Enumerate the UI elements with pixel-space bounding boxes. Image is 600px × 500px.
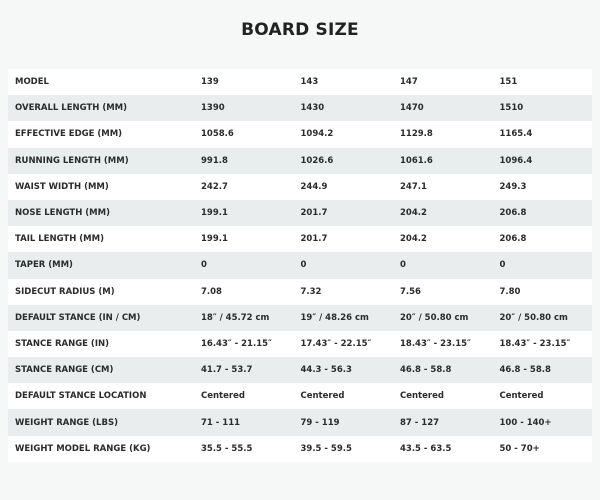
- cell: 1430: [293, 95, 393, 122]
- row-label: TAIL LENGTH (MM): [8, 226, 194, 253]
- table-row: DEFAULT STANCE (IN / CM) 18″ / 45.72 cm 19…: [8, 304, 592, 331]
- cell: 147: [393, 69, 493, 96]
- table-row: TAIL LENGTH (MM) 199.1 201.7 204.2 206.8: [8, 226, 592, 253]
- cell: 7.32: [293, 278, 393, 305]
- cell: 7.56: [393, 278, 493, 305]
- cell: 0: [194, 252, 294, 279]
- row-label: OVERALL LENGTH (MM): [8, 95, 194, 122]
- cell: 1470: [393, 95, 493, 122]
- cell: 242.7: [194, 173, 294, 200]
- cell: 1061.6: [393, 147, 493, 174]
- cell: 41.7 - 53.7: [194, 357, 294, 384]
- cell: 43.5 - 63.5: [393, 435, 493, 462]
- table-row: WEIGHT RANGE (LBS) 71 - 111 79 - 119 87 - 1…: [8, 409, 592, 436]
- row-label: MODEL: [8, 69, 194, 96]
- cell: 39.5 - 59.5: [293, 435, 393, 462]
- row-label: DEFAULT STANCE LOCATION: [8, 383, 194, 410]
- cell: 16.43″ - 21.15″: [194, 330, 294, 358]
- table-row: TAPER (MM) 0 0 0 0: [8, 252, 592, 279]
- cell: 0: [293, 252, 393, 279]
- cell: 151: [492, 69, 592, 96]
- row-label: STANCE RANGE (IN): [8, 330, 194, 358]
- cell: Centered: [393, 383, 493, 410]
- row-label: RUNNING LENGTH (MM): [8, 147, 194, 174]
- cell: 1096.4: [492, 147, 592, 174]
- table-row: EFFECTIVE EDGE (MM) 1058.6 1094.2 1129.8 116…: [8, 121, 592, 148]
- cell: 20″ / 50.80 cm: [393, 304, 493, 331]
- cell: 71 - 111: [194, 409, 294, 436]
- cell: Centered: [293, 383, 393, 410]
- table-row: RUNNING LENGTH (MM) 991.8 1026.6 1061.6 1096…: [8, 147, 592, 174]
- cell: 44.3 - 56.3: [293, 357, 393, 384]
- cell: 7.80: [492, 278, 592, 305]
- cell: 991.8: [194, 147, 294, 174]
- cell: 17.43″ - 22.15″: [293, 330, 393, 358]
- cell: 247.1: [393, 173, 493, 200]
- cell: 199.1: [194, 199, 294, 227]
- cell: 249.3: [492, 173, 592, 200]
- cell: 1094.2: [293, 121, 393, 148]
- cell: 206.8: [492, 199, 592, 227]
- cell: Centered: [194, 383, 294, 410]
- cell: 46.8 - 58.8: [492, 357, 592, 384]
- cell: Centered: [492, 383, 592, 410]
- table-row: MODEL 139 143 147 151: [8, 69, 592, 96]
- table-row: WEIGHT MODEL RANGE (KG) 35.5 - 55.5 39.5 -…: [8, 435, 592, 462]
- row-label: WAIST WIDTH (MM): [8, 173, 194, 200]
- cell: 201.7: [293, 226, 393, 253]
- row-label: EFFECTIVE EDGE (MM): [8, 121, 194, 148]
- cell: 204.2: [393, 199, 493, 227]
- table-body: MODEL 139 143 147 151 OVERALL LENGTH (MM) 1390…: [8, 69, 592, 462]
- cell: 79 - 119: [293, 409, 393, 436]
- cell: 7.08: [194, 278, 294, 305]
- row-label: WEIGHT MODEL RANGE (KG): [8, 435, 194, 462]
- cell: 201.7: [293, 199, 393, 227]
- cell: 1026.6: [293, 147, 393, 174]
- cell: 206.8: [492, 226, 592, 253]
- cell: 0: [492, 252, 592, 279]
- table-row: WAIST WIDTH (MM) 242.7 244.9 247.1 249.3: [8, 173, 592, 200]
- row-label: STANCE RANGE (CM): [8, 357, 194, 384]
- cell: 139: [194, 69, 294, 96]
- cell: 204.2: [393, 226, 493, 253]
- cell: 1165.4: [492, 121, 592, 148]
- cell: 50 - 70+: [492, 435, 592, 462]
- cell: 20″ / 50.80 cm: [492, 304, 592, 331]
- row-label: DEFAULT STANCE (IN / CM): [8, 304, 194, 331]
- cell: 1390: [194, 95, 294, 122]
- table-row: DEFAULT STANCE LOCATION Centered Centered C…: [8, 383, 592, 410]
- size-table: MODEL 139 143 147 151 OVERALL LENGTH (MM) 1390…: [8, 69, 592, 462]
- table-row: NOSE LENGTH (MM) 199.1 201.7 204.2 206.8: [8, 199, 592, 227]
- cell: 19″ / 48.26 cm: [293, 304, 393, 331]
- row-label: NOSE LENGTH (MM): [8, 199, 194, 227]
- row-label: WEIGHT RANGE (LBS): [8, 409, 194, 436]
- cell: 18″ / 45.72 cm: [194, 304, 294, 331]
- cell: 87 - 127: [393, 409, 493, 436]
- table-row: STANCE RANGE (IN) 16.43″ - 21.15″ 17.43″ -…: [8, 330, 592, 358]
- cell: 1058.6: [194, 121, 294, 148]
- cell: 35.5 - 55.5: [194, 435, 294, 462]
- table-row: OVERALL LENGTH (MM) 1390 1430 1470 1510: [8, 95, 592, 122]
- title: BOARD SIZE: [241, 20, 359, 40]
- cell: 244.9: [293, 173, 393, 200]
- cell: 46.8 - 58.8: [393, 357, 493, 384]
- cell: 143: [293, 69, 393, 96]
- cell: 199.1: [194, 226, 294, 253]
- cell: 100 - 140+: [492, 409, 592, 436]
- table-row: STANCE RANGE (CM) 41.7 - 53.7 44.3 - 56.3 4…: [8, 357, 592, 384]
- table-row: SIDECUT RADIUS (M) 7.08 7.32 7.56 7.80: [8, 278, 592, 305]
- row-label: TAPER (MM): [8, 252, 194, 279]
- cell: 18.43″ - 23.15″: [393, 330, 493, 358]
- cell: 1510: [492, 95, 592, 122]
- cell: 1129.8: [393, 121, 493, 148]
- row-label: SIDECUT RADIUS (M): [8, 278, 194, 305]
- cell: 18.43″ - 23.15″: [492, 330, 592, 358]
- cell: 0: [393, 252, 493, 279]
